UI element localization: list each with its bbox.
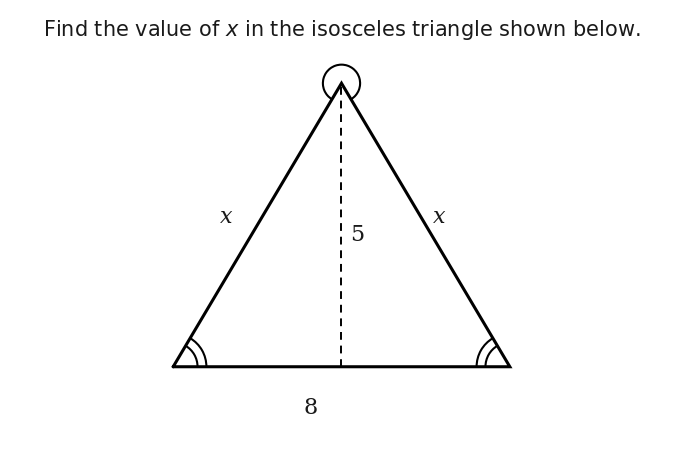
Text: x: x bbox=[220, 206, 233, 228]
Text: 8: 8 bbox=[303, 396, 318, 418]
Text: 5: 5 bbox=[350, 223, 364, 245]
Text: Find the value of $x$ in the isosceles triangle shown below.: Find the value of $x$ in the isosceles t… bbox=[43, 18, 640, 41]
Text: x: x bbox=[433, 206, 445, 228]
